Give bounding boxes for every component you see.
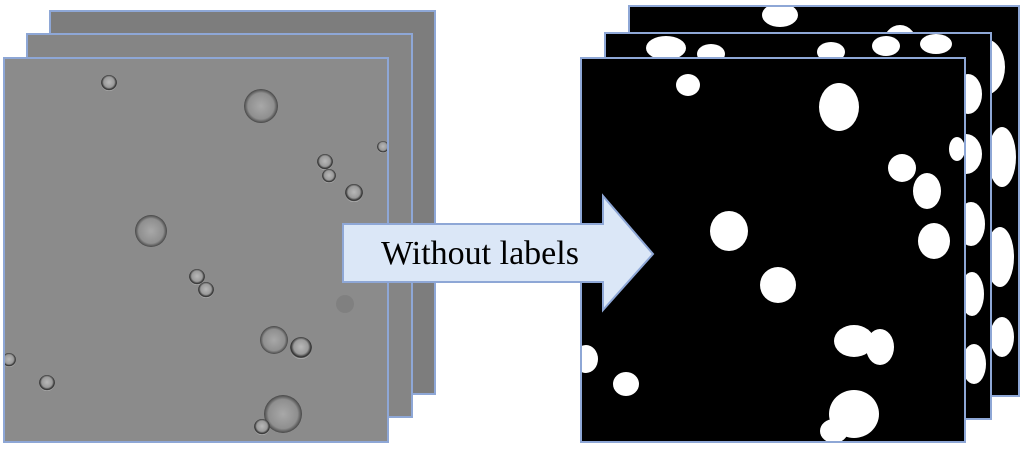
mask-image-front xyxy=(580,57,966,443)
microscopy-cells xyxy=(5,75,387,435)
mask-front-blobs xyxy=(582,74,964,441)
microscopy-image-front xyxy=(3,57,389,443)
arrow-label: Without labels xyxy=(381,235,579,272)
